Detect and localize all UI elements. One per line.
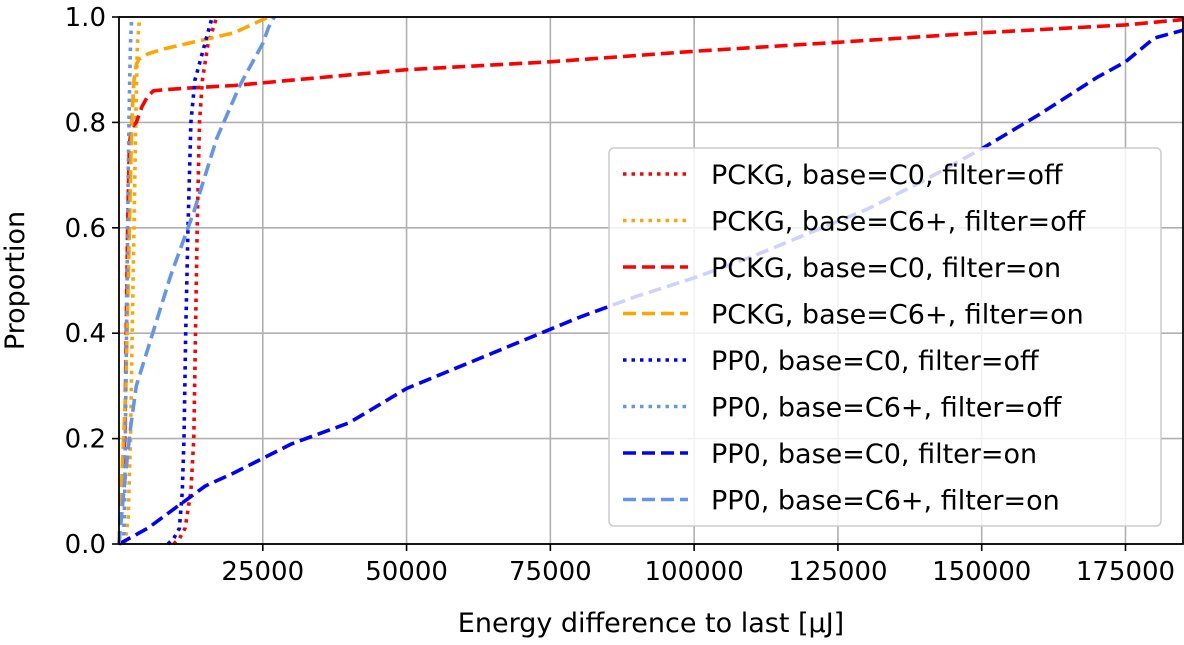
legend-entry: PP0, base=C0, filter=on <box>711 439 1037 470</box>
legend-box <box>608 147 1162 527</box>
x-tick-label: 50000 <box>365 557 448 587</box>
x-axis-label: Energy difference to last [µJ] <box>458 608 844 639</box>
y-tick-label: 0.0 <box>65 530 106 560</box>
y-tick-label: 1.0 <box>65 3 106 33</box>
y-tick-label: 0.6 <box>65 214 106 244</box>
plot-frame <box>118 16 1184 545</box>
legend-entry: PP0, base=C6+, filter=on <box>711 486 1060 517</box>
x-tick-label: 150000 <box>932 557 1031 587</box>
legend-entry: PCKG, base=C0, filter=off <box>711 160 1064 191</box>
ticks: 25000 50000 75000 100000 125000 150000 175000 0… <box>65 3 1175 587</box>
legend-entry: PP0, base=C0, filter=off <box>711 346 1040 377</box>
series-line-5 <box>166 16 214 546</box>
legend-entry: PCKG, base=C6+, filter=off <box>711 207 1087 238</box>
y-tick-label: 0.2 <box>65 425 106 455</box>
series-line-8 <box>117 16 276 545</box>
legend-entry: PP0, base=C6+, filter=off <box>711 393 1063 424</box>
x-tick-label: 25000 <box>221 557 304 587</box>
x-tick-label: 75000 <box>509 557 592 587</box>
series-line-4 <box>117 15 270 545</box>
legend-entry: PCKG, base=C6+, filter=on <box>711 300 1084 331</box>
y-tick-label: 0.8 <box>65 108 106 138</box>
series-line-2 <box>123 16 142 545</box>
y-axis-label: Proportion <box>0 211 31 350</box>
y-tick-label: 0.4 <box>65 319 106 349</box>
x-tick-label: 175000 <box>1076 557 1175 587</box>
legend-entry: PCKG, base=C0, filter=on <box>711 253 1061 284</box>
series-line-1 <box>172 16 219 546</box>
x-tick-label: 100000 <box>645 557 744 587</box>
x-tick-label: 125000 <box>788 557 887 587</box>
series-line-6 <box>121 16 134 545</box>
legend: PCKG, base=C0, filter=off PCKG, base=C6+,… <box>608 147 1162 527</box>
